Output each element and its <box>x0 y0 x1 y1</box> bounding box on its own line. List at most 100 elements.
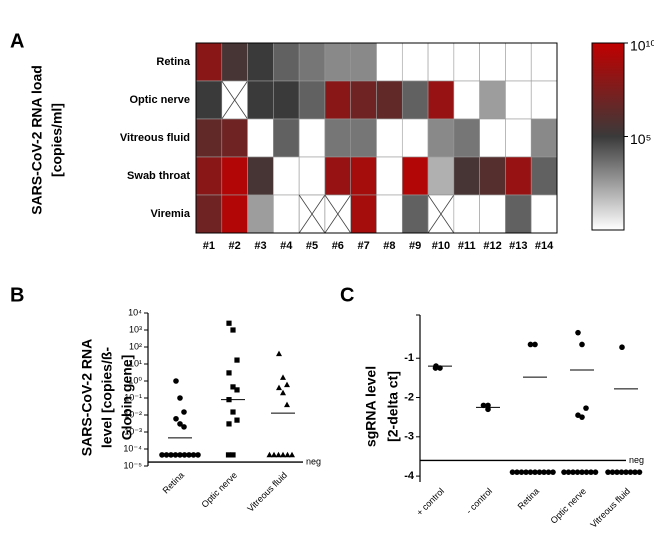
colorbar-tick-label: 10⁵ <box>630 131 651 147</box>
y-axis-title: [copies/ml] <box>49 103 65 177</box>
heatmap-cell <box>298 42 326 82</box>
point <box>177 452 183 458</box>
point <box>181 409 187 415</box>
point <box>186 452 192 458</box>
heatmap-cell <box>505 118 532 158</box>
heatmap-cell <box>479 118 506 158</box>
heatmap-cell <box>505 42 532 82</box>
point <box>168 452 174 458</box>
y-tick-label: 10³ <box>129 324 142 334</box>
point <box>230 452 236 458</box>
point <box>509 469 516 475</box>
heatmap-cell <box>401 194 429 234</box>
heatmap-cell <box>298 156 326 196</box>
x-tick-label: + control <box>414 486 446 518</box>
point <box>623 469 629 475</box>
point <box>163 452 170 458</box>
heatmap-cell <box>530 80 558 120</box>
point <box>284 451 291 458</box>
heatmap-cell <box>530 118 558 158</box>
point <box>541 469 547 475</box>
point <box>190 452 197 458</box>
point <box>266 451 273 458</box>
y-tick-label: -1 <box>404 352 414 364</box>
heatmap-cell <box>324 80 352 120</box>
colorbar <box>591 42 625 231</box>
point <box>527 469 534 475</box>
heatmap-cell <box>350 156 377 196</box>
point <box>289 451 295 458</box>
x-tick-label: #12 <box>483 240 501 252</box>
heatmap-cell <box>479 194 506 234</box>
point <box>632 469 638 475</box>
point <box>195 452 201 458</box>
heatmap-cell <box>195 156 223 196</box>
heatmap-cell <box>505 80 532 120</box>
point <box>561 469 567 475</box>
point <box>181 452 188 458</box>
y-axis-title: level [copies/ß- <box>99 347 115 448</box>
y-tick-label: 10² <box>129 341 142 351</box>
point <box>226 320 232 326</box>
point <box>588 469 594 475</box>
x-tick-label: #13 <box>509 240 527 252</box>
point <box>485 406 491 413</box>
point <box>579 469 585 475</box>
x-tick-label: #9 <box>409 240 421 252</box>
point <box>437 365 443 371</box>
heatmap-cell <box>324 156 352 196</box>
point <box>230 384 236 390</box>
heatmap-cell <box>350 194 377 234</box>
point <box>271 451 277 458</box>
y-tick-label: 10⁴ <box>128 307 142 317</box>
heatmap-cell <box>273 118 300 158</box>
point <box>636 469 643 475</box>
heatmap-cell <box>376 118 403 158</box>
point <box>181 424 187 430</box>
heatmap-cell <box>247 118 274 158</box>
heatmap-cell <box>376 156 403 196</box>
point <box>230 327 236 333</box>
y-tick-label: 10⁰ <box>128 375 142 385</box>
heatmap-cell <box>376 80 403 120</box>
x-tick-label: Retina <box>516 486 541 511</box>
row-label: Vitreous fluid <box>120 132 190 144</box>
x-tick-label: #11 <box>458 240 476 252</box>
heatmap-cell <box>479 42 506 82</box>
x-tick-label: #3 <box>254 240 266 252</box>
heatmap-cell <box>376 42 403 82</box>
heatmap-cell <box>273 194 300 234</box>
y-axis-title: SARS-CoV-2 RNA load <box>29 65 45 215</box>
x-tick-label: #1 <box>203 240 215 252</box>
point <box>432 365 439 371</box>
point <box>532 469 538 475</box>
row-label: Swab throat <box>127 170 190 182</box>
heatmap-cell <box>324 118 352 158</box>
heatmap-cell <box>273 156 300 196</box>
heatmap-cell <box>401 118 429 158</box>
heatmap-cell <box>195 80 223 120</box>
point <box>172 452 179 458</box>
heatmap-cell <box>376 194 403 234</box>
y-tick-label: 10⁻² <box>124 409 142 419</box>
missing-cross <box>221 80 248 120</box>
y-tick-label: 10⁻⁴ <box>123 443 142 453</box>
x-tick-label: #6 <box>332 240 344 252</box>
panel-label: A <box>10 30 24 52</box>
heatmap-cell <box>453 194 480 234</box>
heatmap-cell <box>195 42 223 82</box>
point <box>234 357 240 363</box>
heatmap-cell <box>324 42 352 82</box>
heatmap-cell <box>350 42 377 82</box>
x-tick-label: #4 <box>280 240 293 252</box>
point <box>579 414 585 420</box>
heatmap-cell <box>427 80 455 120</box>
point <box>592 469 599 475</box>
point <box>276 350 282 357</box>
y-tick-label: 10⁻³ <box>124 426 142 436</box>
heatmap-cell <box>247 80 274 120</box>
heatmap-cell <box>298 80 326 120</box>
point <box>618 469 625 475</box>
point <box>280 451 286 458</box>
